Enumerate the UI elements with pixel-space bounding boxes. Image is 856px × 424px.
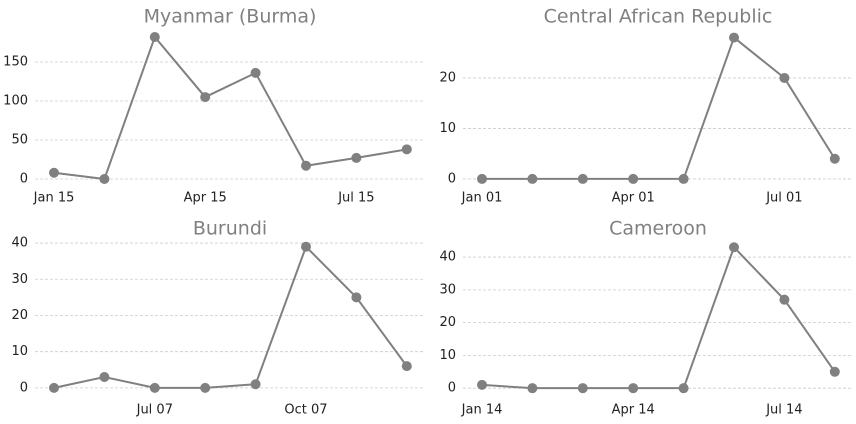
marker [250,67,261,78]
x-tick-label: Jul 07 [136,403,173,418]
marker [527,173,538,184]
marker [49,167,59,178]
marker [577,173,588,184]
y-tick-label: 30 [439,282,456,297]
marker [729,32,739,43]
marker [99,173,110,184]
x-tick-label: Apr 15 [184,191,227,206]
chart-title: Burundi [193,218,267,240]
marker [779,294,790,305]
x-tick-label: Apr 14 [612,403,655,418]
y-tick-label: 40 [439,250,456,265]
y-tick-label: 20 [439,315,456,330]
y-tick-label: 50 [11,132,28,147]
line [482,35,836,180]
marker [250,379,261,390]
y-tick-label: 20 [11,308,28,323]
marker [779,72,790,83]
marker [301,241,311,252]
x-tick-label: Oct 07 [284,403,327,418]
y-tick-label: 0 [20,380,28,395]
x-tick-label: Jan 14 [461,403,503,418]
chart-title: Central African Republic [544,6,773,28]
y-tick-label: 10 [11,344,28,359]
marker [351,292,362,303]
y-tick-label: 10 [439,121,456,136]
line [53,35,407,181]
line [53,244,408,389]
marker [49,382,59,393]
marker [200,382,211,393]
marker [149,382,160,393]
y-tick-label: 150 [3,54,28,69]
line [481,245,836,390]
marker [577,383,588,394]
marker [678,173,689,184]
y-tick-label: 40 [11,236,28,251]
chart-title: Cameroon [609,218,707,240]
marker [678,383,689,394]
x-tick-label: Jul 01 [765,191,802,206]
y-tick-label: 30 [11,272,28,287]
x-tick-label: Jul 15 [337,191,374,206]
y-tick-label: 20 [439,70,456,85]
marker [149,32,160,43]
y-tick-label: 100 [3,93,28,108]
x-tick-label: Jan 01 [461,191,503,206]
marker [527,383,538,394]
marker [99,372,110,383]
marker [401,144,412,155]
x-tick-label: Jan 15 [33,191,75,206]
marker [477,379,487,390]
marker [200,92,211,103]
chart-title: Myanmar (Burma) [144,6,317,28]
marker [829,366,840,377]
marker [477,173,487,184]
y-tick-label: 0 [448,381,456,396]
marker [729,242,739,253]
x-tick-label: Jul 14 [765,403,802,418]
x-tick-label: Apr 01 [612,191,655,206]
y-tick-label: 0 [20,171,28,186]
marker [829,153,840,164]
marker [628,383,639,394]
marker [301,160,311,171]
marker [401,361,412,372]
y-tick-label: 0 [448,171,456,186]
y-tick-label: 10 [439,348,456,363]
marker [628,173,639,184]
marker [351,152,362,163]
